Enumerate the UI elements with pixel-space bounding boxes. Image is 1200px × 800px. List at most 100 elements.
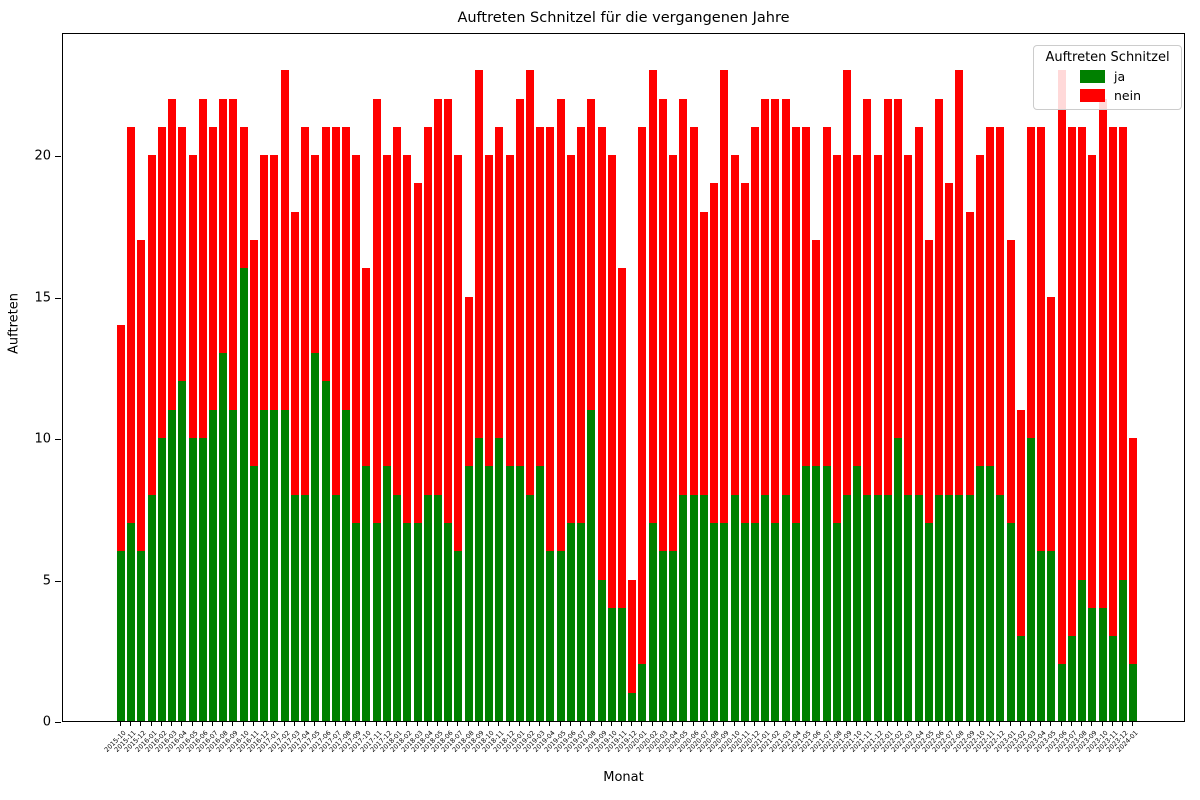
bar-segment-ja xyxy=(587,409,596,721)
x-tick-mark xyxy=(171,722,173,726)
x-tick-mark xyxy=(201,722,203,726)
bar-segment-ja xyxy=(209,409,218,721)
x-tick-mark xyxy=(886,722,888,726)
x-tick-mark xyxy=(559,722,561,726)
bar-segment-nein xyxy=(740,183,749,523)
bar-segment-nein xyxy=(117,324,125,552)
x-tick-mark xyxy=(999,722,1001,726)
x-tick-mark xyxy=(1009,722,1011,726)
x-tick-mark xyxy=(641,722,643,726)
bar-segment-nein xyxy=(628,579,637,693)
bar-segment-ja xyxy=(515,466,524,721)
x-tick-mark xyxy=(1030,722,1032,726)
bar-segment-ja xyxy=(188,438,197,721)
bar-segment-ja xyxy=(577,522,586,721)
bar-segment-ja xyxy=(863,494,872,721)
bar-segment-ja xyxy=(791,522,800,721)
x-tick-mark xyxy=(856,722,858,726)
bar-segment-ja xyxy=(219,353,228,721)
x-tick-mark xyxy=(876,722,878,726)
bar-segment-ja xyxy=(894,438,903,721)
bar-segment-ja xyxy=(413,522,422,721)
bar-segment-ja xyxy=(1047,551,1056,721)
x-tick-mark xyxy=(682,722,684,726)
bar-segment-nein xyxy=(382,155,391,467)
bar-segment-ja xyxy=(556,551,565,721)
bar-segment-ja xyxy=(618,607,627,721)
x-tick-mark xyxy=(590,722,592,726)
x-tick-mark xyxy=(508,722,510,726)
bar-segment-ja xyxy=(341,409,350,721)
x-tick-mark xyxy=(784,722,786,726)
x-tick-mark xyxy=(835,722,837,726)
x-tick-mark xyxy=(917,722,919,726)
bar-segment-ja xyxy=(812,466,821,721)
bar-segment-nein xyxy=(863,98,872,495)
bar-segment-nein xyxy=(1119,126,1128,580)
bar-segment-ja xyxy=(914,494,923,721)
plot-area xyxy=(62,33,1185,722)
bar-segment-ja xyxy=(1037,551,1046,721)
bar-segment-nein xyxy=(730,155,739,495)
x-tick-mark xyxy=(529,722,530,726)
bar-segment-nein xyxy=(832,155,841,523)
bar-segment-ja xyxy=(526,494,534,721)
chart-title: Auftreten Schnitzel für die vergangenen … xyxy=(457,10,790,26)
x-tick-mark xyxy=(222,722,224,726)
bar-segment-ja xyxy=(495,438,504,721)
y-tick-mark xyxy=(55,722,61,723)
bar-segment-nein xyxy=(822,126,831,467)
bar-segment-ja xyxy=(965,494,974,721)
x-tick-mark xyxy=(293,722,295,726)
bar-segment-nein xyxy=(699,211,708,495)
bar-segment-ja xyxy=(1057,664,1066,721)
bar-segment-ja xyxy=(1006,522,1015,721)
x-tick-mark xyxy=(191,722,193,726)
bar-segment-nein xyxy=(188,155,197,439)
bar-segment-ja xyxy=(393,494,402,721)
bar-segment-nein xyxy=(454,155,463,552)
x-tick-mark xyxy=(130,722,132,726)
x-tick-mark xyxy=(713,722,715,726)
bar-segment-ja xyxy=(822,466,831,721)
x-tick-mark xyxy=(304,722,306,726)
x-tick-mark xyxy=(212,722,214,726)
bar-segment-nein xyxy=(372,98,381,523)
bar-segment-nein xyxy=(556,98,565,552)
bar-segment-ja xyxy=(986,466,995,721)
bar-segment-ja xyxy=(433,494,442,721)
bar-segment-ja xyxy=(842,494,851,721)
bar-segment-ja xyxy=(444,522,453,721)
bar-segment-ja xyxy=(699,494,708,721)
bar-segment-ja xyxy=(249,466,258,721)
x-tick-mark xyxy=(825,722,827,726)
bar-segment-ja xyxy=(321,381,330,721)
bar-segment-ja xyxy=(311,353,320,721)
bar-segment-nein xyxy=(996,126,1005,495)
bar-segment-ja xyxy=(924,522,933,721)
bar-segment-nein xyxy=(587,98,596,410)
bar-segment-ja xyxy=(352,522,361,721)
bar-segment-ja xyxy=(781,494,790,721)
x-tick-mark xyxy=(120,722,121,726)
bar-segment-ja xyxy=(883,494,892,721)
bar-segment-ja xyxy=(935,494,943,721)
bar-segment-nein xyxy=(321,126,330,382)
bar-segment-nein xyxy=(1006,239,1015,523)
bar-segment-ja xyxy=(1078,579,1087,721)
bar-segment-ja xyxy=(168,409,177,721)
bar-segment-nein xyxy=(362,268,371,467)
bar-segment-ja xyxy=(229,409,238,721)
x-tick-mark xyxy=(569,722,571,726)
x-tick-mark xyxy=(978,722,980,726)
y-tick-label: 20 xyxy=(34,148,51,164)
bar-segment-nein xyxy=(853,155,862,467)
x-tick-mark xyxy=(1060,722,1062,726)
legend-swatch-icon xyxy=(1080,89,1105,102)
bar-segment-ja xyxy=(239,268,248,721)
x-tick-mark xyxy=(938,722,939,726)
bar-segment-nein xyxy=(474,70,483,439)
bar-segment-nein xyxy=(873,155,882,495)
bar-segment-ja xyxy=(147,494,156,721)
